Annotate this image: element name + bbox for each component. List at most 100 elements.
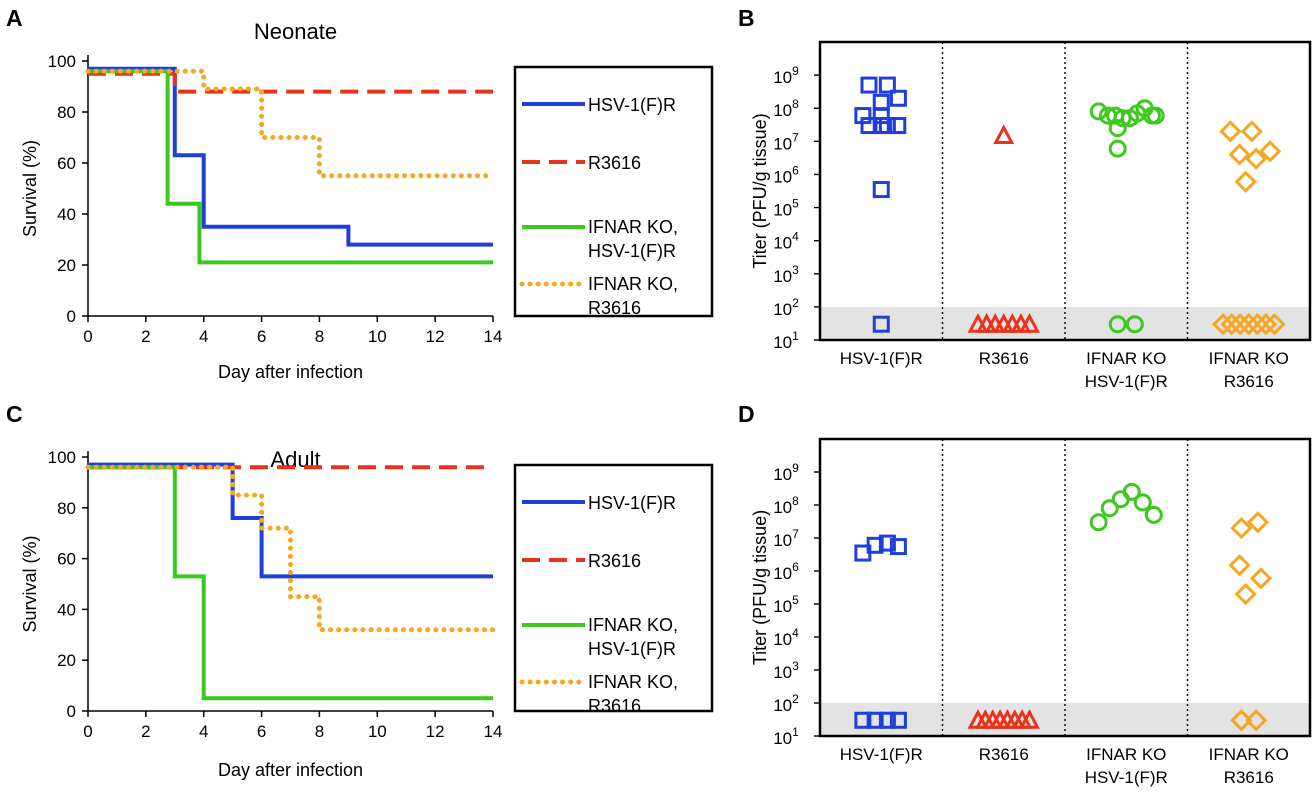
legend-label-line2: R3616 — [588, 298, 641, 318]
y-tick-label: 106 — [773, 163, 799, 186]
data-point-ko_r3616 — [1229, 313, 1252, 336]
data-point-r3616 — [1018, 709, 1040, 729]
y-tick-label: 108 — [773, 97, 799, 120]
y-tick-label: 105 — [773, 593, 799, 616]
category-label: HSV-1(F)R — [840, 745, 923, 764]
x-tick-label: 12 — [426, 722, 445, 741]
data-point-ko_hsv — [1144, 505, 1163, 524]
legend-label-line2: HSV-1(F)R — [588, 639, 676, 659]
x-tick-label: 4 — [199, 327, 208, 346]
data-point-ko_hsv — [1125, 315, 1144, 334]
legend-label: IFNAR KO, — [588, 274, 678, 294]
x-tick-label: 4 — [199, 722, 208, 741]
y-tick-label: 80 — [57, 499, 76, 518]
data-point-ko_hsv — [1100, 499, 1119, 518]
data-point-hsv — [889, 117, 907, 135]
x-tick-label: 10 — [368, 722, 387, 741]
survival-line-ko_r3616 — [85, 464, 496, 633]
x-axis-label: Day after infection — [218, 760, 363, 780]
legend: HSV-1(F)R R3616 IFNAR KO, HSV-1(F)R IFNAR KO… — [513, 463, 714, 716]
category-label: R3616 — [979, 745, 1029, 764]
category-label: R3616 — [979, 349, 1029, 368]
data-point-ko_r3616 — [1263, 313, 1286, 336]
data-point-ko_r3616 — [1230, 516, 1253, 540]
y-tick-label: 107 — [773, 130, 799, 153]
y-tick-label: 102 — [773, 692, 799, 715]
data-point-hsv — [878, 534, 896, 552]
category-label-line2: R3616 — [1224, 768, 1274, 787]
category-label: IFNAR KO — [1209, 349, 1289, 368]
data-point-ko_r3616 — [1259, 140, 1282, 163]
plot-frame — [818, 437, 1312, 738]
panel-letter-b: B — [738, 5, 755, 31]
data-point-ko_hsv — [1108, 315, 1127, 334]
y-tick-label: 80 — [57, 103, 76, 122]
category-label-line2: R3616 — [1224, 372, 1274, 391]
data-point-hsv — [872, 315, 890, 333]
legend: HSV-1(F)R R3616 IFNAR KO, HSV-1(F)R IFNAR KO… — [513, 65, 714, 318]
data-point-hsv — [860, 76, 878, 94]
data-point-ko_r3616 — [1246, 511, 1270, 534]
data-point-hsv — [872, 181, 890, 199]
titer-chart-neonate: 101 102 103 104 105 106 107 108 109 Titer (PFU/g … — [750, 40, 1312, 391]
y-tick-label: 100 — [48, 448, 76, 467]
data-point-ko_hsv — [1122, 482, 1141, 501]
data-point-ko_r3616 — [1234, 582, 1257, 606]
data-point-hsv — [860, 117, 878, 135]
y-tick-label: 106 — [773, 560, 799, 583]
data-point-ko_r3616 — [1220, 313, 1243, 336]
y-tick-label: 102 — [773, 296, 799, 319]
data-point-ko_r3616 — [1244, 147, 1268, 170]
y-tick-label: 100 — [48, 52, 76, 71]
data-point-hsv — [854, 711, 872, 729]
y-tick-label: 0 — [67, 307, 76, 326]
plot-frame — [818, 40, 1312, 342]
y-tick-label: 101 — [773, 725, 799, 748]
survival-line-r3616 — [88, 71, 493, 94]
data-point-hsv — [889, 89, 907, 107]
data-point-ko_hsv — [1108, 119, 1127, 138]
data-point-hsv — [889, 711, 907, 729]
data-point-ko_r3616 — [1228, 143, 1251, 166]
category-label: IFNAR KO — [1086, 745, 1166, 764]
panel-letter-d: D — [738, 401, 755, 427]
x-tick-label: 10 — [368, 327, 387, 346]
data-point-ko_r3616 — [1228, 554, 1251, 577]
chart-title: Neonate — [254, 19, 337, 44]
x-tick-label: 14 — [484, 327, 503, 346]
panel-letter-a: A — [6, 5, 23, 31]
legend-label: IFNAR KO, — [588, 217, 678, 237]
y-axis-label: Survival (%) — [20, 535, 40, 632]
legend-label: R3616 — [588, 153, 641, 173]
legend-label: IFNAR KO, — [588, 672, 678, 692]
x-axis-label: Day after infection — [218, 362, 363, 382]
y-axis-label: Titer (PFU/g tissue) — [750, 113, 770, 268]
x-tick-label: 0 — [83, 327, 92, 346]
y-axis-label: Titer (PFU/g tissue) — [750, 510, 770, 665]
data-point-hsv — [878, 117, 896, 135]
legend-label: R3616 — [588, 551, 641, 571]
category-label-line2: HSV-1(F)R — [1085, 372, 1168, 391]
data-point-hsv — [866, 711, 884, 729]
data-point-ko_hsv — [1089, 102, 1108, 121]
x-tick-label: 0 — [83, 722, 92, 741]
data-point-hsv — [878, 711, 896, 729]
data-point-hsv — [866, 536, 884, 554]
survival-chart-neonate: Neonate 0 2 4 6 8 10 12 14 0 20 40 60 80 100 Day after … — [20, 19, 714, 382]
data-point-ko_r3616 — [1211, 313, 1235, 336]
y-tick-label: 20 — [57, 651, 76, 670]
y-tick-label: 101 — [773, 329, 799, 352]
y-tick-label: 60 — [57, 550, 76, 569]
survival-line-ko_hsv — [88, 69, 493, 265]
category-label: HSV-1(F)R — [840, 349, 923, 368]
y-tick-label: 107 — [773, 527, 799, 550]
legend-label-line2: HSV-1(F)R — [588, 241, 676, 261]
legend-label: HSV-1(F)R — [588, 493, 676, 513]
y-tick-label: 60 — [57, 154, 76, 173]
legend-box — [513, 65, 714, 318]
legend-label-line2: R3616 — [588, 696, 641, 716]
data-point-ko_r3616 — [1219, 120, 1242, 143]
survival-line-ko_r3616 — [85, 68, 496, 179]
